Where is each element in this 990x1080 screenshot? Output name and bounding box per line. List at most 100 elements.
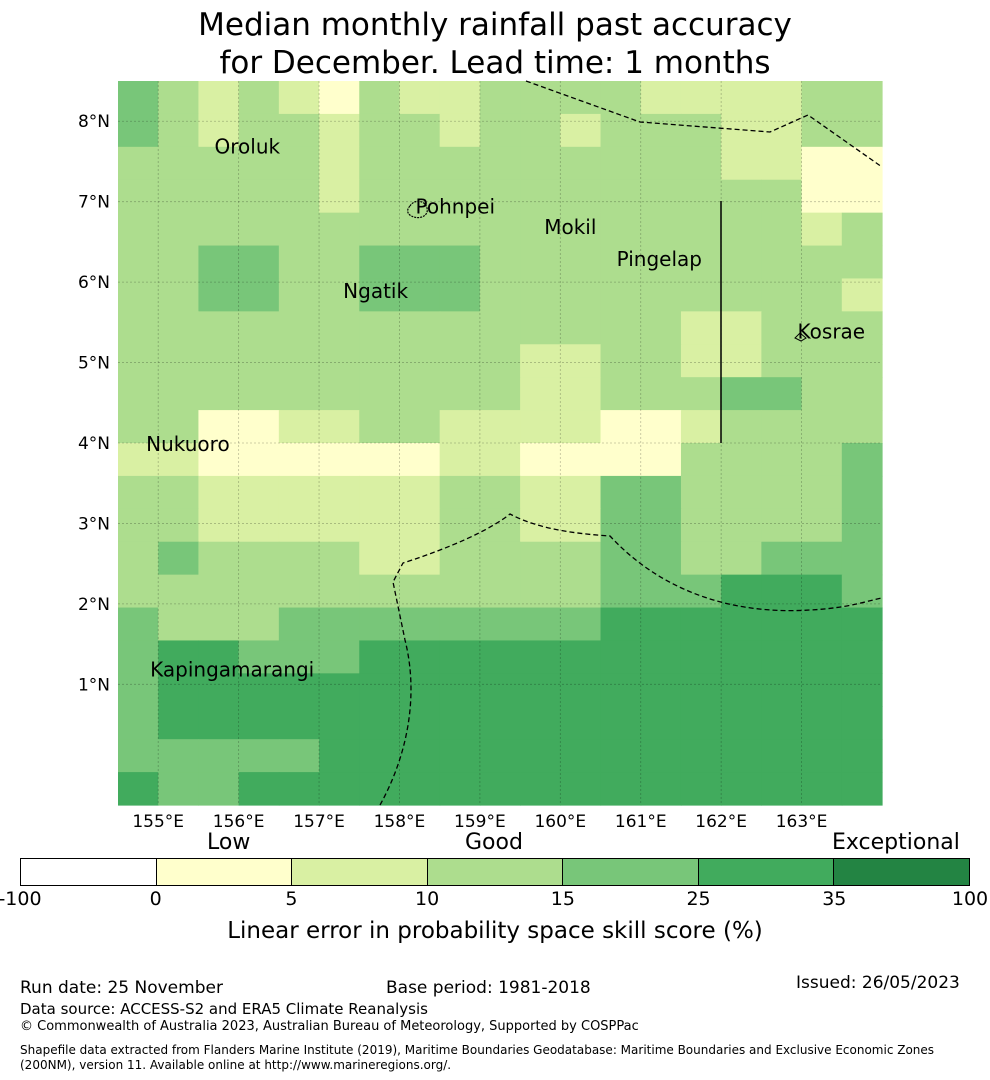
grid-cell (680, 673, 722, 707)
grid-cell (399, 673, 441, 707)
lon-tick-label: 157°E (293, 812, 345, 832)
grid-cell (198, 772, 240, 806)
grid-cell (640, 113, 682, 148)
grid-cell (841, 377, 883, 411)
grid-cell (319, 607, 360, 642)
grid-cell (640, 508, 682, 543)
grid-cell (198, 640, 240, 674)
grid-cell (479, 179, 521, 214)
grid-cell (560, 344, 602, 378)
grid-cell (801, 377, 843, 411)
grid-cell (399, 443, 441, 477)
grid-cell (680, 640, 722, 674)
colorbar-segment (563, 859, 699, 885)
grid-cell (479, 739, 521, 773)
grid-cell (520, 146, 561, 181)
grid-cell (319, 508, 360, 543)
grid-cell (278, 640, 320, 674)
grid-cell (238, 475, 280, 510)
colorbar-label: Linear error in probability space skill … (227, 918, 763, 944)
grid-cell (319, 541, 360, 576)
grid-cell (560, 212, 602, 247)
grid-cell (359, 706, 401, 740)
grid-cell (560, 311, 602, 345)
category-low: Low (207, 830, 251, 855)
grid-cell (198, 673, 240, 707)
grid-cell (198, 179, 240, 214)
pohnpei-island (407, 200, 428, 219)
grid-cell (761, 772, 803, 806)
grid-cell (640, 772, 682, 806)
lat-tick-label: 6°N (78, 273, 110, 293)
grid-cell (560, 443, 602, 477)
grid-cell (158, 508, 200, 543)
grid-cell (761, 410, 803, 444)
grid-cell (680, 574, 722, 609)
grid-cell (680, 443, 722, 477)
grid-cell (680, 113, 722, 148)
grid-cell (520, 574, 561, 609)
grid-cell (680, 212, 722, 247)
grid-cell (721, 673, 762, 707)
grid-cell (600, 410, 642, 444)
grid-cell (841, 640, 883, 674)
grid-cell (801, 508, 843, 543)
grid-cell (278, 410, 320, 444)
lat-tick-label: 1°N (78, 675, 110, 695)
grid-cell (520, 179, 561, 214)
grid-cell (520, 673, 561, 707)
grid-cell (399, 311, 441, 345)
grid-cell (560, 410, 602, 444)
grid-cell (439, 81, 481, 115)
grid-cell (439, 508, 481, 543)
grid-cell (439, 640, 481, 674)
grid-cell (359, 377, 401, 411)
grid-cell (158, 179, 200, 214)
grid-cell (600, 739, 642, 773)
grid-cell (359, 146, 401, 181)
grid-cell (841, 344, 883, 378)
colorbar-tick-label: 35 (822, 888, 847, 910)
grid-cell (439, 706, 481, 740)
grid-cell (841, 179, 883, 214)
grid-cell (319, 245, 360, 280)
grid-cell (801, 739, 843, 773)
grid-cell (761, 508, 803, 543)
grid-cell (560, 541, 602, 576)
grid-cell (801, 81, 843, 115)
grid-cell (721, 179, 762, 214)
grid-cell (359, 640, 401, 674)
grid-cell (761, 245, 803, 280)
grid-cell (479, 146, 521, 181)
grid-cell (841, 113, 883, 148)
grid-cell (238, 739, 280, 773)
grid-cell (801, 113, 843, 148)
grid-cell (520, 245, 561, 280)
grid-cell (359, 739, 401, 773)
grid-cell (841, 311, 883, 345)
grid-cell (801, 245, 843, 280)
grid-cell (721, 113, 762, 148)
grid-cell (721, 706, 762, 740)
grid-cell (479, 706, 521, 740)
grid-cell (198, 278, 240, 312)
grid-cell (761, 673, 803, 707)
grid-cell (238, 607, 280, 642)
colorbar-segment (21, 859, 157, 885)
grid-cell (721, 344, 762, 378)
colorbar-tick-label: 100 (951, 888, 989, 910)
grid-cell (359, 311, 401, 345)
grid-cell (721, 410, 762, 444)
grid-cell (479, 344, 521, 378)
grid-cell (600, 772, 642, 806)
grid-cell (118, 81, 159, 115)
grid-cell (238, 574, 280, 609)
grid-cell (399, 179, 441, 214)
issued-date: Issued: 26/05/2023 (796, 973, 960, 993)
grid-cell (158, 607, 200, 642)
shapefile-credit: Shapefile data extracted from Flanders M… (20, 1043, 934, 1073)
grid-cell (118, 541, 159, 576)
grid-cell (238, 179, 280, 214)
grid-cell (640, 311, 682, 345)
grid-cell (680, 508, 722, 543)
